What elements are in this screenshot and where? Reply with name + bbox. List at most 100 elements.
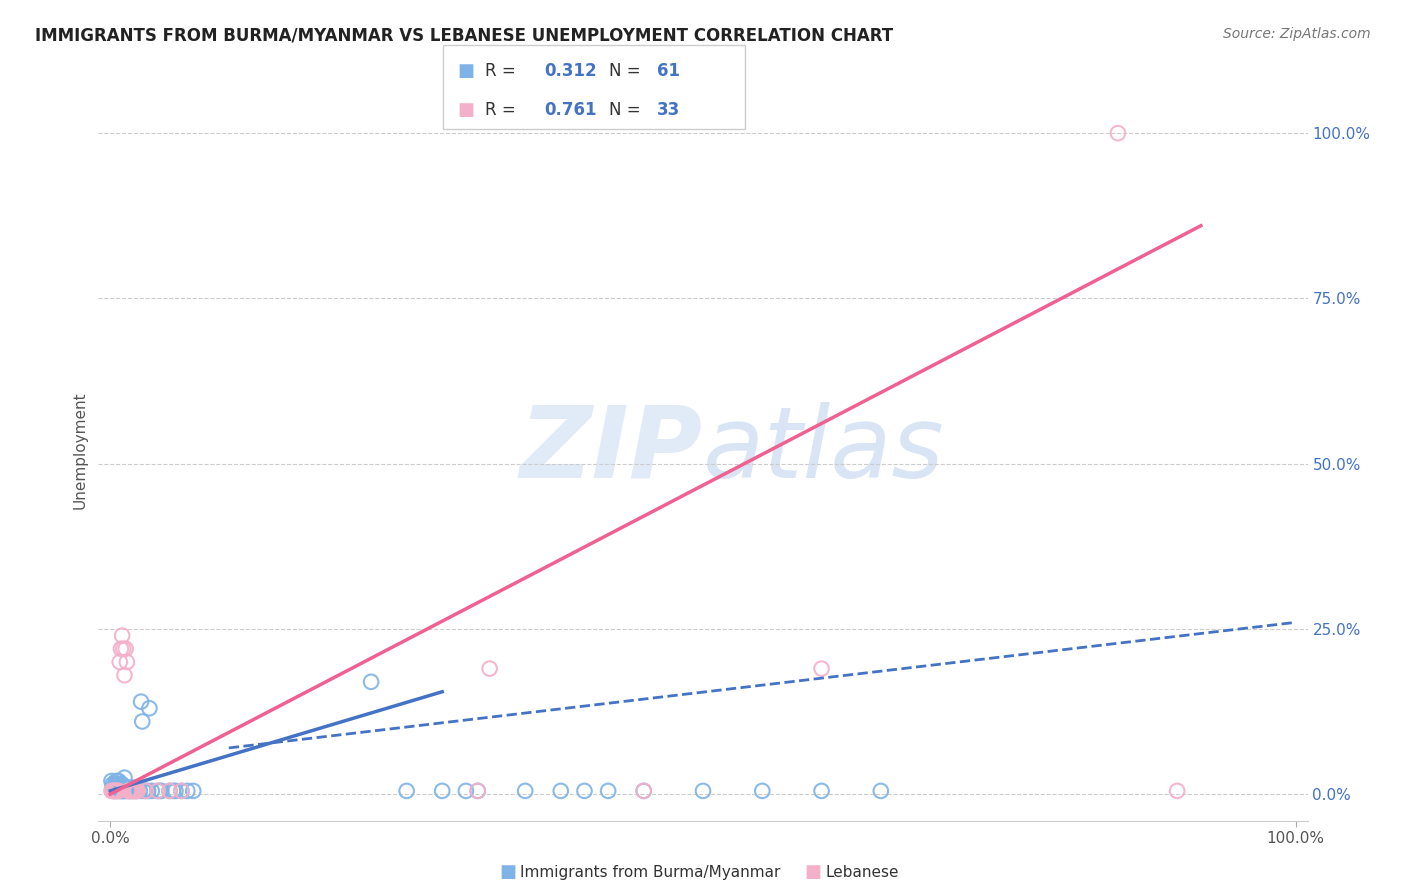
Point bbox=[108, 784, 131, 798]
Point bbox=[136, 784, 159, 798]
Point bbox=[100, 774, 122, 789]
Point bbox=[110, 784, 132, 798]
Point bbox=[105, 774, 128, 789]
Point bbox=[100, 784, 122, 798]
Point bbox=[170, 784, 193, 798]
Text: 0.761: 0.761 bbox=[544, 101, 596, 119]
Point bbox=[633, 784, 655, 798]
Point bbox=[108, 655, 131, 669]
Point bbox=[114, 784, 136, 798]
Point bbox=[454, 784, 477, 798]
Point bbox=[105, 784, 128, 798]
Point bbox=[135, 784, 157, 798]
Point bbox=[132, 784, 155, 798]
Point bbox=[515, 784, 537, 798]
Text: R =: R = bbox=[485, 62, 522, 80]
Point bbox=[467, 784, 489, 798]
Point bbox=[159, 784, 181, 798]
Point bbox=[810, 662, 832, 676]
Text: N =: N = bbox=[609, 101, 645, 119]
Point bbox=[150, 784, 173, 798]
Point bbox=[101, 784, 124, 798]
Point bbox=[115, 655, 138, 669]
Point bbox=[176, 784, 198, 798]
Point bbox=[103, 781, 125, 796]
Y-axis label: Unemployment: Unemployment bbox=[72, 392, 87, 509]
Point bbox=[478, 662, 501, 676]
Text: ZIP: ZIP bbox=[520, 402, 703, 499]
Point bbox=[149, 784, 172, 798]
Text: 0.312: 0.312 bbox=[544, 62, 596, 80]
Point bbox=[165, 784, 187, 798]
Point bbox=[101, 780, 124, 795]
Text: atlas: atlas bbox=[703, 402, 945, 499]
Point bbox=[107, 774, 129, 789]
Text: ■: ■ bbox=[804, 863, 821, 881]
Text: Immigrants from Burma/Myanmar: Immigrants from Burma/Myanmar bbox=[520, 865, 780, 880]
Point bbox=[120, 780, 142, 795]
Point bbox=[117, 784, 139, 798]
Point bbox=[104, 784, 127, 798]
Point bbox=[550, 784, 572, 798]
Point bbox=[127, 784, 149, 798]
Point bbox=[118, 784, 141, 798]
Point bbox=[810, 784, 832, 798]
Text: N =: N = bbox=[609, 62, 645, 80]
Point bbox=[692, 784, 714, 798]
Point bbox=[114, 641, 136, 656]
Point bbox=[114, 784, 136, 798]
Point bbox=[111, 784, 134, 798]
Point bbox=[162, 784, 184, 798]
Point bbox=[111, 629, 134, 643]
Point bbox=[117, 784, 139, 798]
Point bbox=[1166, 784, 1188, 798]
Point bbox=[122, 784, 145, 798]
Point bbox=[121, 784, 143, 798]
Point bbox=[103, 784, 125, 798]
Point bbox=[146, 784, 169, 798]
Point bbox=[159, 784, 181, 798]
Point bbox=[108, 780, 131, 795]
Text: Source: ZipAtlas.com: Source: ZipAtlas.com bbox=[1223, 27, 1371, 41]
Point bbox=[598, 784, 620, 798]
Point bbox=[101, 777, 124, 791]
Point bbox=[114, 668, 136, 682]
Point bbox=[467, 784, 489, 798]
Point bbox=[131, 714, 153, 729]
Point bbox=[112, 641, 135, 656]
Point bbox=[105, 784, 128, 798]
Point bbox=[360, 674, 382, 689]
Text: 61: 61 bbox=[657, 62, 679, 80]
Point bbox=[122, 784, 145, 798]
Text: 33: 33 bbox=[657, 101, 681, 119]
Point bbox=[125, 784, 148, 798]
Point bbox=[107, 784, 129, 798]
Point bbox=[110, 641, 132, 656]
Point bbox=[395, 784, 418, 798]
Point bbox=[574, 784, 596, 798]
Point bbox=[105, 780, 128, 795]
Text: ■: ■ bbox=[457, 101, 474, 119]
Point bbox=[141, 784, 163, 798]
Point bbox=[129, 784, 152, 798]
Point bbox=[146, 784, 169, 798]
Point bbox=[104, 784, 127, 798]
Point bbox=[125, 784, 148, 798]
Point bbox=[114, 771, 136, 785]
Point bbox=[181, 784, 204, 798]
Point bbox=[121, 784, 143, 798]
Point bbox=[111, 777, 134, 791]
Point bbox=[122, 780, 145, 795]
Point bbox=[120, 784, 142, 798]
Point bbox=[112, 784, 135, 798]
Point bbox=[633, 784, 655, 798]
Text: IMMIGRANTS FROM BURMA/MYANMAR VS LEBANESE UNEMPLOYMENT CORRELATION CHART: IMMIGRANTS FROM BURMA/MYANMAR VS LEBANES… bbox=[35, 27, 893, 45]
Point bbox=[138, 701, 160, 715]
Point bbox=[115, 780, 138, 795]
Text: Lebanese: Lebanese bbox=[825, 865, 898, 880]
Point bbox=[170, 784, 193, 798]
Point bbox=[432, 784, 454, 798]
Point bbox=[751, 784, 773, 798]
Point bbox=[118, 784, 141, 798]
Point bbox=[103, 784, 125, 798]
